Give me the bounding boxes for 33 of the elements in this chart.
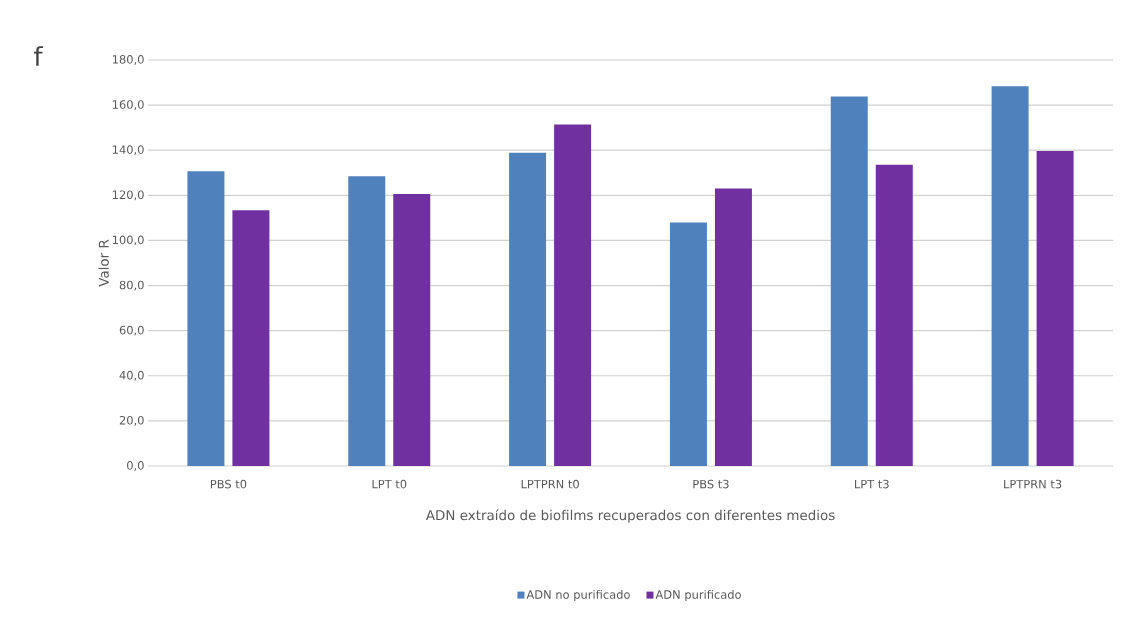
legend-label: ADN no purificado [526,590,630,602]
y-tick-label: 20,0 [119,415,144,426]
text: f [34,46,44,66]
bar [669,222,707,466]
y-tick-label: 120,0 [112,190,144,201]
bar [830,96,868,466]
bar [1036,150,1074,466]
y-tick-label: 0,0 [127,461,144,471]
x-tick-label: LPTPRN t0 [521,479,579,489]
bar [509,152,547,466]
y-tick-label: 180,0 [112,55,144,65]
y-tick-label: 40,0 [119,370,144,381]
bar [554,124,592,466]
bar [348,176,386,466]
y-tick-label: 80,0 [119,280,144,291]
y-tick-label: 140,0 [112,145,144,156]
x-tick-label: PBS t3 [693,479,729,489]
bar [232,210,270,466]
x-tick-label: LPT t3 [855,479,889,489]
x-tick-label: LPT t0 [372,479,407,489]
legend-label: ADN purificado [655,590,741,602]
bar [187,171,225,466]
y-tick-label: 100,0 [112,235,144,246]
y-tick-label: 60,0 [119,325,144,336]
bar [875,164,913,466]
y-axis-title: Valor R [98,239,109,287]
y-tick-label: 160,0 [112,100,144,111]
x-tick-label: PBS t0 [210,479,247,489]
x-axis-title: ADN extraído de biofilms recuperados con diferentes medios [425,509,835,523]
x-tick-label: LPTPRN t3 [1004,479,1062,489]
bar [991,86,1029,466]
bar [393,193,431,466]
bar [714,188,752,466]
